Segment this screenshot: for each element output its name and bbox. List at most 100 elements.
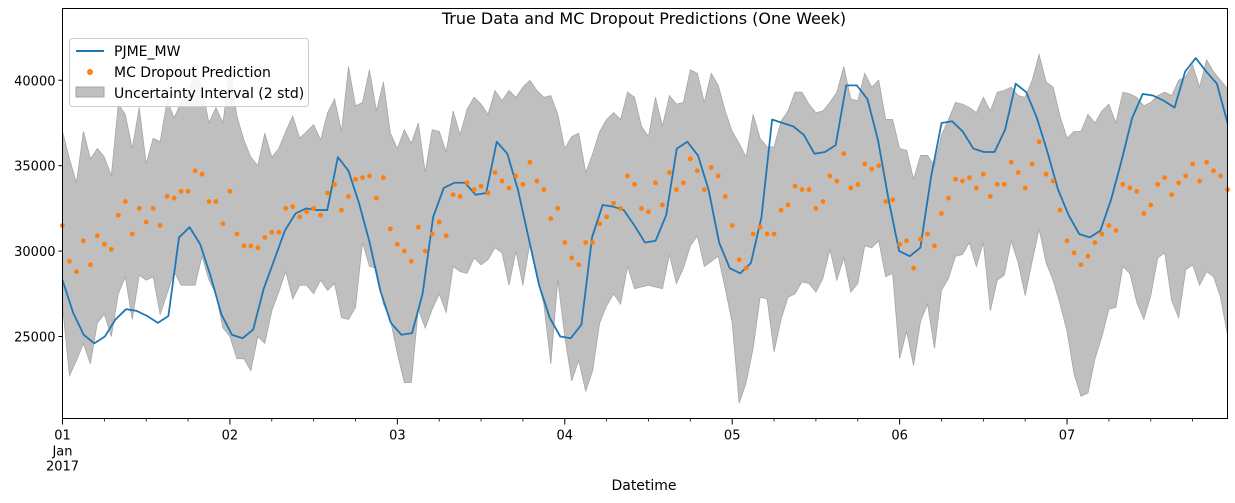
prediction-point bbox=[939, 211, 944, 216]
prediction-point bbox=[1050, 178, 1056, 184]
prediction-point bbox=[1197, 178, 1202, 184]
prediction-point bbox=[590, 240, 596, 245]
prediction-point bbox=[1190, 161, 1196, 167]
prediction-point bbox=[367, 173, 372, 179]
prediction-point bbox=[471, 187, 477, 192]
prediction-point bbox=[994, 182, 1000, 187]
prediction-point bbox=[855, 182, 861, 187]
legend-point-swatch bbox=[87, 69, 93, 75]
prediction-point bbox=[394, 241, 400, 247]
prediction-point bbox=[381, 175, 386, 181]
x-tick-label: 06 bbox=[891, 429, 908, 444]
prediction-point bbox=[108, 246, 114, 252]
prediction-point bbox=[150, 205, 156, 211]
prediction-point bbox=[178, 188, 184, 194]
prediction-point bbox=[88, 262, 93, 268]
prediction-point bbox=[304, 209, 310, 215]
prediction-point bbox=[639, 205, 644, 211]
prediction-point bbox=[269, 229, 275, 235]
prediction-point bbox=[457, 194, 463, 199]
prediction-point bbox=[1120, 182, 1126, 187]
x-tick-label: 04 bbox=[557, 429, 574, 444]
prediction-point bbox=[1036, 139, 1042, 145]
prediction-point bbox=[81, 238, 86, 244]
prediction-point bbox=[74, 269, 79, 274]
prediction-point bbox=[569, 255, 575, 261]
prediction-point bbox=[199, 171, 205, 177]
prediction-point bbox=[1148, 202, 1154, 208]
prediction-point bbox=[876, 163, 882, 169]
prediction-point bbox=[346, 194, 351, 199]
prediction-point bbox=[834, 178, 840, 184]
prediction-point bbox=[932, 243, 937, 249]
prediction-point bbox=[1071, 250, 1077, 256]
prediction-point bbox=[890, 197, 896, 203]
true-data-line bbox=[61, 57, 1229, 345]
prediction-point bbox=[115, 212, 121, 218]
legend-label-interval: Uncertainty Interval (2 std) bbox=[114, 86, 304, 102]
prediction-point bbox=[1106, 223, 1112, 228]
prediction-point bbox=[290, 204, 296, 210]
x-tick-sublabel: 2017 bbox=[46, 460, 79, 475]
prediction-point bbox=[722, 194, 728, 199]
prediction-point bbox=[541, 187, 547, 192]
prediction-point bbox=[157, 223, 163, 228]
prediction-point bbox=[583, 240, 589, 245]
prediction-point bbox=[862, 161, 868, 167]
y-tick-label: 25000 bbox=[14, 331, 55, 346]
prediction-point bbox=[966, 175, 972, 181]
prediction-point bbox=[973, 185, 979, 191]
prediction-point bbox=[1064, 238, 1070, 244]
prediction-point bbox=[387, 226, 393, 232]
prediction-point bbox=[778, 207, 784, 213]
prediction-point bbox=[820, 199, 826, 204]
prediction-point bbox=[980, 171, 986, 177]
prediction-point bbox=[667, 170, 672, 175]
prediction-point bbox=[408, 258, 414, 264]
prediction-point bbox=[227, 188, 233, 194]
prediction-point bbox=[534, 178, 540, 184]
prediction-point bbox=[764, 231, 770, 237]
prediction-point bbox=[750, 231, 756, 237]
prediction-point bbox=[562, 240, 568, 245]
prediction-point bbox=[597, 221, 603, 227]
prediction-point bbox=[555, 205, 561, 211]
prediction-point bbox=[374, 195, 379, 201]
prediction-point bbox=[360, 175, 365, 181]
prediction-point bbox=[653, 180, 658, 186]
y-axis: 25000 30000 35000 40000 bbox=[14, 74, 63, 346]
prediction-point bbox=[799, 187, 805, 192]
chart-title: True Data and MC Dropout Predictions (On… bbox=[441, 9, 846, 28]
prediction-point bbox=[673, 187, 679, 192]
axes-frame bbox=[62, 8, 1228, 419]
prediction-point bbox=[171, 195, 177, 201]
prediction-point bbox=[1155, 182, 1161, 187]
prediction-point bbox=[729, 223, 735, 228]
x-tick-label: 05 bbox=[724, 429, 741, 444]
prediction-point bbox=[450, 192, 456, 198]
prediction-point bbox=[213, 199, 219, 204]
prediction-point bbox=[576, 262, 582, 268]
prediction-point bbox=[422, 248, 428, 254]
prediction-point bbox=[925, 231, 930, 237]
prediction-point bbox=[318, 212, 324, 218]
prediction-point bbox=[701, 187, 707, 192]
x-tick-label: 03 bbox=[389, 429, 406, 444]
prediction-point bbox=[632, 182, 637, 187]
prediction-point bbox=[506, 185, 512, 191]
prediction-point bbox=[946, 195, 951, 201]
legend-band-swatch bbox=[75, 86, 105, 98]
prediction-point bbox=[262, 235, 268, 240]
y-tick-label: 35000 bbox=[14, 160, 55, 175]
prediction-point bbox=[918, 236, 923, 242]
y-tick-label: 30000 bbox=[14, 245, 55, 260]
prediction-point bbox=[1169, 192, 1175, 198]
prediction-point bbox=[1134, 188, 1140, 194]
prediction-point bbox=[960, 178, 965, 184]
x-axis-label: Datetime bbox=[611, 478, 676, 494]
prediction-point bbox=[1204, 159, 1209, 165]
prediction-point bbox=[1183, 173, 1189, 179]
prediction-point bbox=[101, 241, 107, 247]
prediction-point bbox=[548, 216, 554, 222]
